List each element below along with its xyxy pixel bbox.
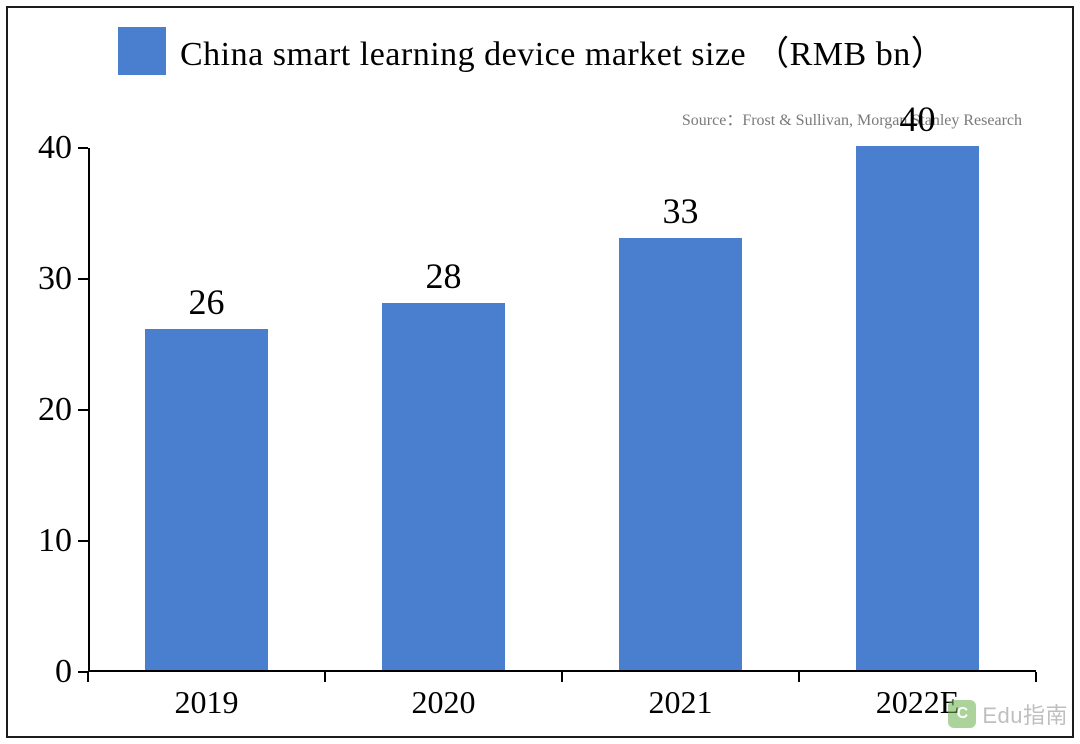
x-tick (87, 672, 89, 682)
bar: 33 (619, 238, 742, 670)
chart-title: China smart learning device market size … (180, 26, 945, 75)
y-tick (78, 278, 88, 280)
watermark-text: Edu指南 (982, 698, 1068, 730)
chart-container: China smart learning device market size … (6, 6, 1074, 738)
bar: 28 (382, 303, 505, 670)
bar-value-label: 33 (662, 190, 698, 232)
y-tick-label: 30 (38, 260, 72, 298)
y-tick-label: 20 (38, 391, 72, 429)
y-axis (88, 148, 90, 672)
x-tick (1035, 672, 1037, 682)
y-tick-label: 0 (55, 653, 72, 691)
x-tick-label: 2020 (412, 684, 476, 721)
x-tick-label: 2019 (175, 684, 239, 721)
bar-value-label: 40 (899, 98, 935, 140)
watermark-icon: C (948, 700, 976, 728)
y-tick (78, 409, 88, 411)
x-tick-label: 2022E (876, 684, 960, 721)
bar-value-label: 28 (425, 255, 461, 297)
bar-value-label: 26 (188, 281, 224, 323)
y-tick (78, 540, 88, 542)
axes: 010203040 2019202020212022E 26283340 (88, 148, 1036, 672)
y-tick-label: 40 (38, 129, 72, 167)
plot-area: 010203040 2019202020212022E 26283340 (88, 148, 1036, 672)
x-tick (798, 672, 800, 682)
bar: 26 (145, 329, 268, 670)
x-tick-label: 2021 (649, 684, 713, 721)
chart-source: Source：Frost & Sullivan, Morgan Stanley … (682, 106, 1022, 130)
watermark: C Edu指南 (948, 698, 1068, 730)
x-tick (324, 672, 326, 682)
chart-header: China smart learning device market size … (118, 26, 945, 75)
legend-swatch (118, 27, 166, 75)
x-tick (561, 672, 563, 682)
bar: 40 (856, 146, 979, 670)
y-tick-label: 10 (38, 522, 72, 560)
y-tick (78, 147, 88, 149)
